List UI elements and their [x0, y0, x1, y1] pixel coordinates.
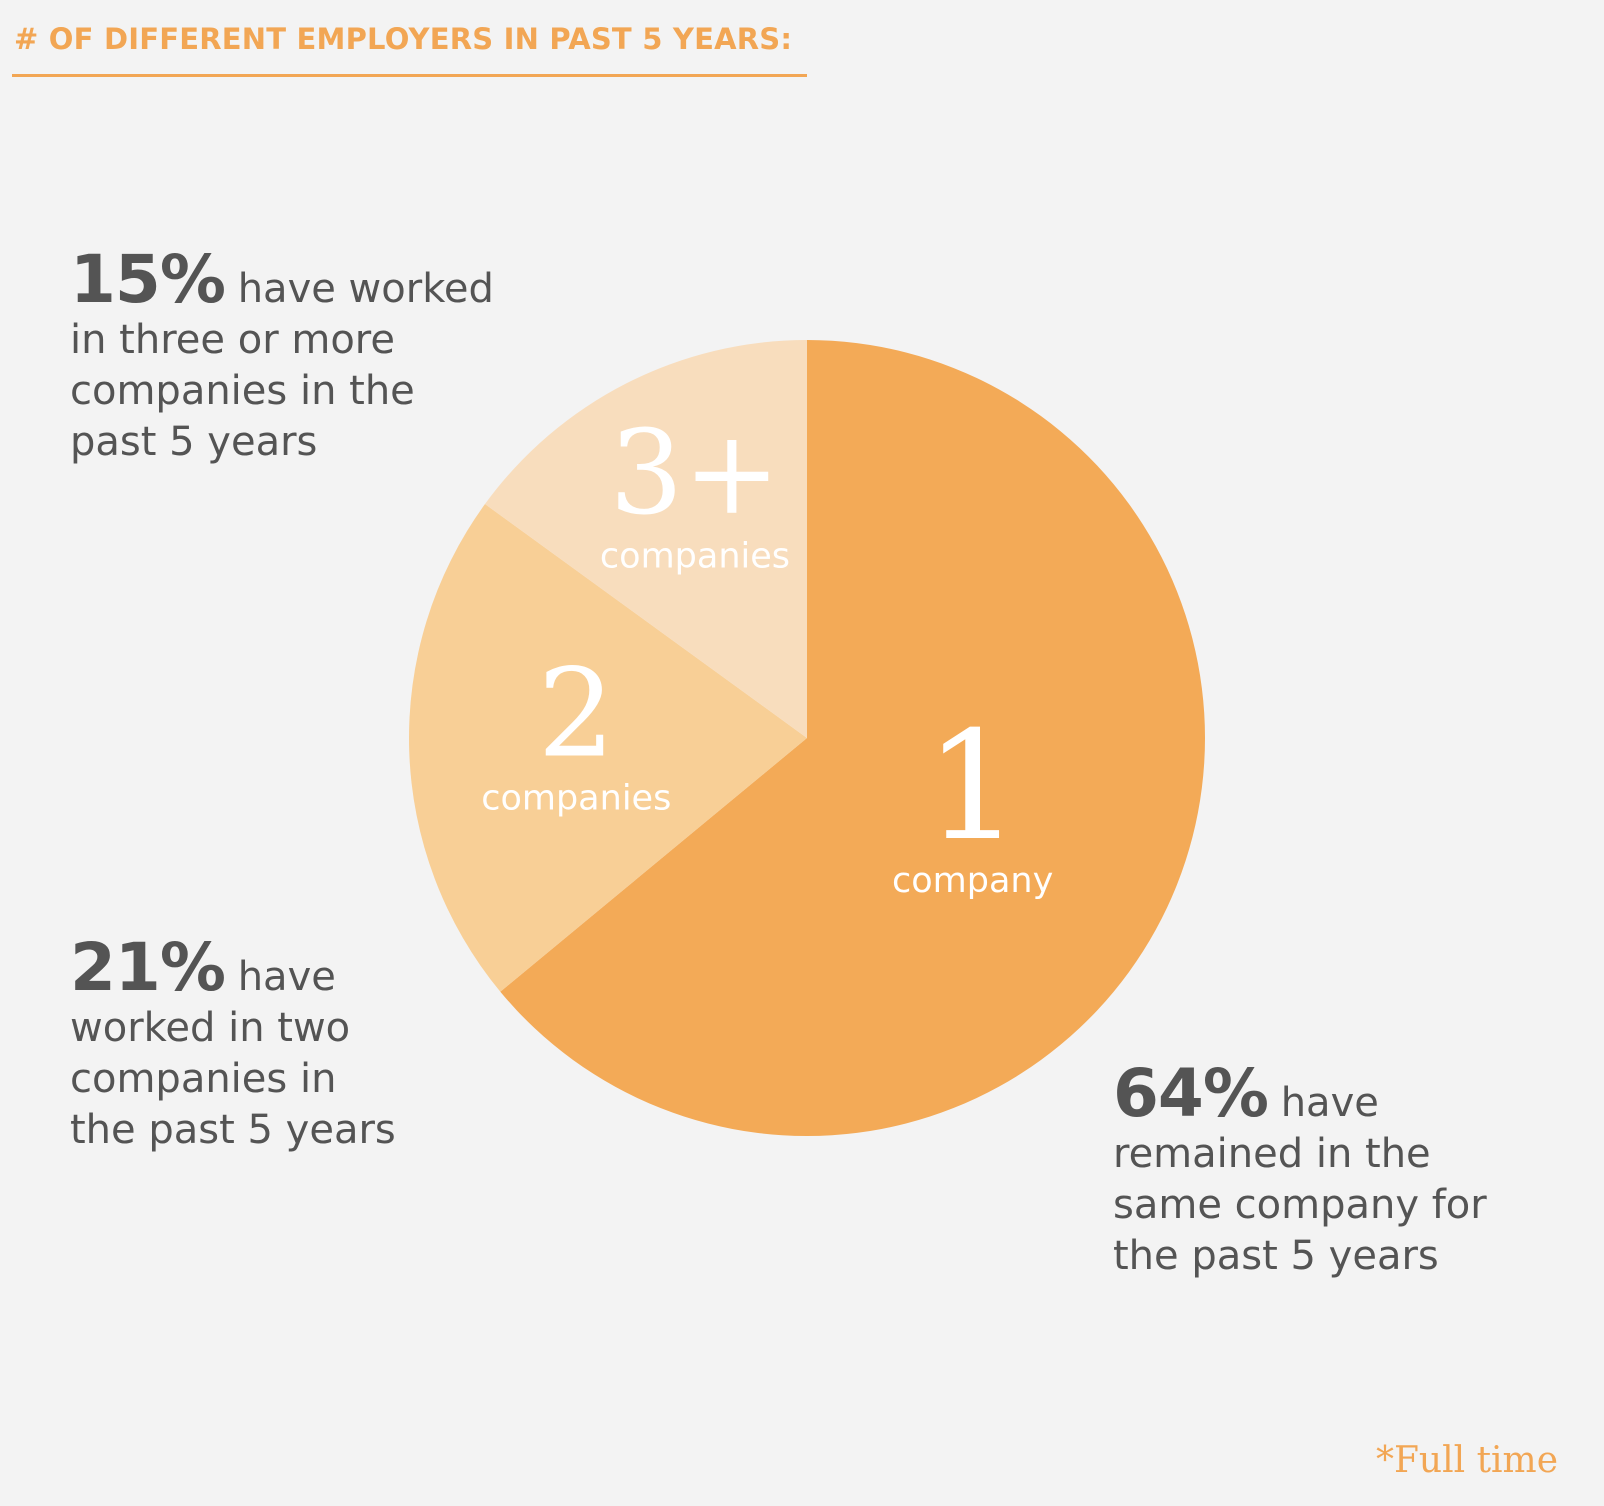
callout-one-first-line: have [1267, 1080, 1379, 1126]
callout-one-line: the past 5 years [1113, 1233, 1439, 1279]
callout-two-pct: 21% [70, 929, 226, 1006]
callout-one-pct: 64% [1113, 1055, 1269, 1132]
pie-slice [409, 504, 807, 992]
callout-two-line: the past 5 years [70, 1107, 396, 1153]
callout-two-line: companies in [70, 1056, 337, 1102]
callout-two-companies: 21% have worked in two companies in the … [70, 935, 396, 1156]
pie-slice-label: companies [600, 536, 790, 576]
callout-three-plus-line: past 5 years [70, 419, 318, 465]
callout-three-plus-line: in three or more [70, 317, 395, 363]
pie-slice [485, 340, 807, 738]
pie-slice-number: 2 [537, 642, 615, 784]
chart-title: # OF DIFFERENT EMPLOYERS IN PAST 5 YEARS… [14, 22, 793, 56]
pie-slice-label: company [892, 861, 1053, 901]
pie-slice [500, 340, 1206, 1137]
footnote: *Full time [1375, 1440, 1558, 1481]
callout-two-line: worked in two [70, 1005, 351, 1051]
pie-slice-number: 3+ [609, 406, 780, 541]
callout-one-line: same company for [1113, 1182, 1487, 1228]
callout-three-plus-companies: 15% have worked in three or more compani… [70, 247, 494, 468]
pie-slice-label: companies [481, 779, 671, 819]
callout-two-first-line: have [224, 954, 336, 1000]
callout-three-plus-first-line: have worked [224, 266, 494, 312]
callout-one-company: 64% have remained in the same company fo… [1113, 1061, 1487, 1282]
pie-slice-number: 1 [925, 700, 1020, 874]
callout-three-plus-pct: 15% [70, 241, 226, 318]
title-underline [12, 74, 807, 77]
callout-three-plus-line: companies in the [70, 368, 415, 414]
callout-one-line: remained in the [1113, 1131, 1431, 1177]
